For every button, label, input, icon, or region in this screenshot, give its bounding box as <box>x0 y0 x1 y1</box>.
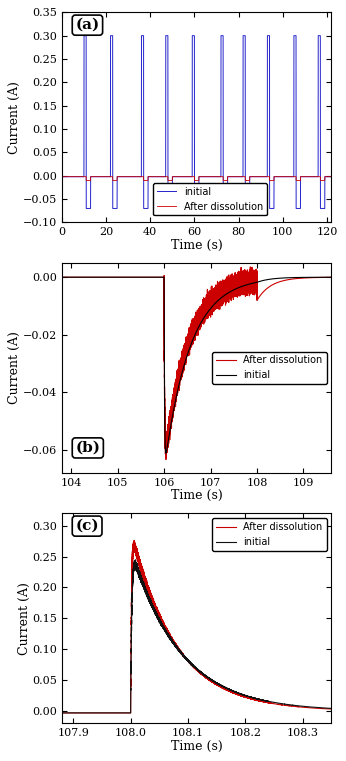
initial <box>84 204 88 213</box>
initial <box>329 272 334 282</box>
After dissolution <box>329 705 334 714</box>
Line: After dissolution: After dissolution <box>62 267 331 460</box>
initial <box>164 449 168 458</box>
X-axis label: Time (s): Time (s) <box>171 740 222 753</box>
After dissolution <box>199 311 203 320</box>
After dissolution <box>132 536 136 545</box>
initial <box>133 556 137 565</box>
After dissolution <box>248 263 252 272</box>
initial <box>316 272 320 282</box>
initial <box>132 562 136 572</box>
After dissolution <box>84 176 88 185</box>
initial <box>181 363 185 372</box>
initial <box>244 280 248 289</box>
Text: (b): (b) <box>75 441 100 455</box>
initial <box>77 708 81 718</box>
After dissolution <box>60 272 64 282</box>
X-axis label: Time (s): Time (s) <box>171 239 222 252</box>
Text: (c): (c) <box>75 519 99 533</box>
Y-axis label: Current (A): Current (A) <box>8 81 21 154</box>
After dissolution <box>147 584 151 593</box>
Line: After dissolution: After dissolution <box>62 540 331 713</box>
Legend: After dissolution, initial: After dissolution, initial <box>212 518 327 551</box>
Line: initial: initial <box>62 36 338 209</box>
Line: initial: initial <box>62 560 331 713</box>
initial <box>336 172 340 181</box>
initial <box>166 204 170 213</box>
After dissolution <box>316 273 320 282</box>
initial <box>329 704 334 713</box>
After dissolution <box>132 543 136 552</box>
After dissolution <box>181 351 185 360</box>
After dissolution <box>77 708 81 718</box>
initial <box>147 594 151 603</box>
initial <box>301 273 305 282</box>
After dissolution <box>244 284 248 293</box>
Line: After dissolution: After dissolution <box>62 177 338 180</box>
After dissolution <box>336 172 340 181</box>
After dissolution <box>329 272 334 282</box>
After dissolution <box>226 172 230 181</box>
initial <box>226 172 230 181</box>
After dissolution <box>308 172 312 181</box>
initial <box>60 172 64 181</box>
initial <box>202 670 206 680</box>
initial <box>308 172 312 181</box>
After dissolution <box>60 172 64 181</box>
After dissolution <box>256 172 260 181</box>
initial <box>174 172 178 181</box>
After dissolution <box>301 273 305 282</box>
Text: (a): (a) <box>75 18 100 32</box>
After dissolution <box>205 308 209 317</box>
initial <box>256 172 260 181</box>
initial <box>178 172 182 181</box>
After dissolution <box>257 696 261 705</box>
Y-axis label: Current (A): Current (A) <box>18 582 31 654</box>
After dissolution <box>117 708 121 718</box>
After dissolution <box>174 172 178 181</box>
Line: initial: initial <box>62 277 331 454</box>
After dissolution <box>60 708 64 718</box>
initial <box>60 708 64 718</box>
initial <box>117 708 121 718</box>
Y-axis label: Current (A): Current (A) <box>8 332 21 404</box>
initial <box>205 308 209 317</box>
initial <box>199 318 203 327</box>
After dissolution <box>166 176 170 185</box>
initial <box>60 272 64 282</box>
Legend: After dissolution, initial: After dissolution, initial <box>212 352 327 384</box>
After dissolution <box>178 172 182 181</box>
After dissolution <box>164 455 168 464</box>
Legend: initial, After dissolution: initial, After dissolution <box>153 183 267 215</box>
initial <box>82 31 86 40</box>
After dissolution <box>202 671 206 680</box>
X-axis label: Time (s): Time (s) <box>171 489 222 502</box>
initial <box>257 695 261 704</box>
